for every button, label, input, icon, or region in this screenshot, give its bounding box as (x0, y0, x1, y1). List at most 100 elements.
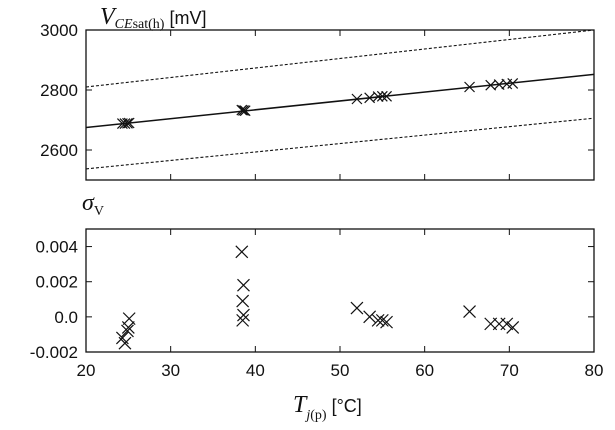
marker-stroke (372, 91, 384, 103)
data-point-marker (236, 294, 250, 308)
marker-stroke (122, 117, 133, 129)
marker-stroke (371, 313, 385, 327)
data-point-marker (350, 301, 364, 315)
confidence-bound-line (86, 117, 594, 170)
top-y-label: VCEsat(h) [mV] (100, 4, 206, 32)
marker-stroke (364, 92, 376, 104)
marker-stroke (464, 81, 475, 93)
bottom-data-markers (115, 245, 520, 350)
marker-stroke (463, 305, 476, 319)
bottom-y-tick-label: 0.0 (54, 308, 78, 327)
marker-stroke (118, 336, 132, 350)
x-tick-label: 20 (77, 361, 96, 380)
bottom-y-symbol: σ (82, 190, 95, 216)
marker-stroke (239, 105, 251, 117)
x-symbol: T (293, 392, 308, 418)
data-point-marker (235, 245, 249, 259)
data-point-marker (236, 104, 248, 116)
marker-stroke (121, 320, 135, 334)
marker-stroke (376, 90, 388, 102)
marker-stroke (123, 117, 135, 129)
marker-stroke (236, 104, 248, 116)
top-y-symbol: V (100, 4, 117, 30)
data-point-marker (121, 324, 134, 338)
top-y-tick-label: 2800 (40, 81, 78, 100)
data-point-marker (376, 90, 388, 102)
top-y-sub: sat(h) (133, 17, 165, 32)
marker-stroke (119, 118, 131, 130)
x-ticks: 20 30 40 50 60 70 80 (77, 30, 604, 380)
data-point-marker (485, 79, 497, 91)
x-sub-italic: j (304, 408, 310, 423)
bottom-y-tick-label: 0.002 (35, 273, 78, 292)
marker-stroke (236, 313, 250, 327)
top-y-sub-italic: CE (115, 17, 133, 32)
x-tick-label: 80 (585, 361, 604, 380)
bottom-y-label: σV (82, 190, 104, 219)
top-y-tick-label: 3000 (40, 21, 78, 40)
x-tick-label: 50 (331, 361, 350, 380)
data-point-marker (122, 117, 133, 129)
marker-stroke (121, 324, 134, 338)
data-point-marker (351, 93, 363, 105)
top-fit-lines (86, 30, 594, 170)
data-point-marker (375, 313, 389, 327)
marker-stroke (122, 312, 136, 326)
x-axis-label: Tj(p) [°C] (293, 392, 362, 423)
marker-stroke (115, 331, 129, 345)
marker-stroke (237, 308, 250, 322)
marker-stroke (381, 90, 392, 102)
data-point-marker (506, 320, 520, 334)
fit-line (86, 73, 594, 129)
data-point-marker (236, 313, 250, 327)
top-y-unit: [mV] (169, 8, 206, 28)
data-point-marker (500, 317, 514, 331)
x-unit: [°C] (332, 396, 362, 416)
confidence-bound-line (86, 30, 594, 88)
marker-stroke (351, 93, 363, 105)
marker-stroke (235, 245, 249, 259)
data-point-marker (123, 117, 135, 129)
x-sub: (p) (310, 408, 327, 423)
marker-stroke (363, 310, 377, 324)
x-tick-label: 30 (161, 361, 180, 380)
data-point-marker (463, 305, 476, 319)
data-point-marker (237, 278, 250, 292)
marker-stroke (237, 278, 250, 292)
data-point-marker (381, 90, 392, 102)
bottom-panel-frame (85, 228, 595, 353)
bottom-y-tick-label: -0.002 (30, 343, 78, 362)
top-y-tick-label: 2600 (40, 141, 78, 160)
data-point-marker (239, 105, 251, 117)
bottom-y-sub: V (94, 204, 104, 219)
x-tick-label: 60 (415, 361, 434, 380)
data-point-marker (372, 91, 384, 103)
top-panel-frame (85, 29, 595, 181)
marker-stroke (350, 301, 364, 315)
data-point-marker (237, 308, 250, 322)
marker-stroke (506, 320, 520, 334)
data-point-marker (363, 310, 377, 324)
data-point-marker (380, 315, 393, 329)
marker-stroke (236, 294, 250, 308)
marker-stroke (500, 317, 514, 331)
data-point-marker (119, 118, 131, 130)
marker-stroke (507, 77, 519, 89)
data-point-marker (122, 312, 136, 326)
marker-stroke (375, 313, 389, 327)
data-point-marker (507, 77, 519, 89)
x-tick-label: 70 (500, 361, 519, 380)
marker-stroke (380, 315, 393, 329)
bottom-y-ticks: 0.004 0.002 0.0 -0.002 (30, 238, 594, 362)
data-point-marker (464, 81, 475, 93)
data-point-marker (238, 104, 249, 116)
marker-stroke (238, 104, 249, 116)
top-y-ticks: 3000 2800 2600 (40, 21, 594, 160)
data-point-marker (118, 336, 132, 350)
data-point-marker (371, 313, 385, 327)
top-data-markers (116, 77, 519, 130)
marker-stroke (485, 79, 497, 91)
marker-stroke (493, 79, 505, 91)
bottom-y-tick-label: 0.004 (35, 238, 78, 257)
